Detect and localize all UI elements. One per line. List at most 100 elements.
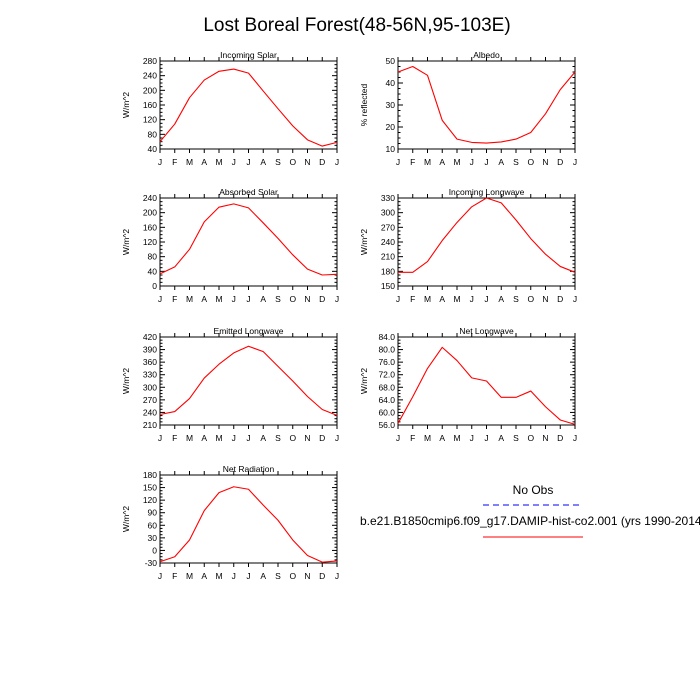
incoming-longwave-series-line-0: [398, 197, 576, 273]
incoming-solar-ytick-label: 280: [143, 56, 157, 66]
albedo-xtick-label: O: [527, 157, 534, 167]
emitted-longwave-ytick-label: 330: [143, 370, 157, 380]
incoming-longwave-xtick-label: D: [557, 294, 563, 304]
absorbed-solar-xtick-label: O: [289, 294, 296, 304]
net-longwave-xtick-label: J: [396, 433, 400, 443]
absorbed-solar-xtick-label: M: [215, 294, 222, 304]
net-radiation-xtick-label: J: [232, 571, 236, 581]
absorbed-solar-xtick-label: S: [275, 294, 281, 304]
legend: No Obs b.e21.B1850cmip6.f09_g17.DAMIP-hi…: [360, 483, 700, 538]
incoming-longwave-ytick-label: 270: [381, 222, 395, 232]
net-longwave-ytick-label: 68.0: [378, 382, 395, 392]
absorbed-solar-ytick-label: 160: [143, 222, 157, 232]
emitted-longwave-xtick-label: J: [335, 433, 339, 443]
absorbed-solar-xtick-label: J: [246, 294, 250, 304]
incoming-solar-xtick-label: N: [304, 157, 310, 167]
emitted-longwave-xtick-label: J: [232, 433, 236, 443]
net-longwave-ytick-label: 80.0: [378, 345, 395, 355]
incoming-solar-ytick-label: 40: [148, 144, 158, 154]
albedo-xtick-label: M: [424, 157, 431, 167]
albedo-xtick-label: S: [513, 157, 519, 167]
emitted-longwave-ytick-label: 300: [143, 382, 157, 392]
incoming-longwave-ytick-label: 330: [381, 193, 395, 203]
net-longwave-ytick-label: 60.0: [378, 407, 395, 417]
incoming-longwave-xtick-label: J: [470, 294, 474, 304]
incoming-solar-xtick-label: J: [232, 157, 236, 167]
albedo-ytick-label: 20: [386, 122, 396, 132]
incoming-solar-ylabel: W/m^2: [121, 92, 131, 118]
net-longwave-ytick-label: 72.0: [378, 370, 395, 380]
incoming-longwave-ytick-label: 210: [381, 252, 395, 262]
emitted-longwave-ytick-label: 270: [143, 395, 157, 405]
incoming-solar-xtick-label: J: [335, 157, 339, 167]
net-longwave-xtick-label: S: [513, 433, 519, 443]
incoming-solar-ytick-label: 240: [143, 71, 157, 81]
incoming-longwave-title: Incoming Longwave: [449, 187, 525, 197]
chart-incoming-longwave: Incoming Longwave W/m^2 150 180 210 240 270 300…: [359, 187, 577, 304]
emitted-longwave-plot-frame: [159, 336, 338, 426]
net-radiation-xtick-label: N: [304, 571, 310, 581]
absorbed-solar-ytick-label: 40: [148, 266, 158, 276]
net-longwave-ytick-label: 64.0: [378, 395, 395, 405]
albedo-ytick-label: 50: [386, 56, 396, 66]
albedo-xtick-label: M: [453, 157, 460, 167]
incoming-longwave-ytick-label: 150: [381, 281, 395, 291]
albedo-xtick-label: D: [557, 157, 563, 167]
net-radiation-ytick-label: 0: [152, 545, 157, 555]
incoming-longwave-ytick-label: 300: [381, 208, 395, 218]
incoming-solar-xtick-label: O: [289, 157, 296, 167]
albedo-xtick-label: J: [470, 157, 474, 167]
net-longwave-xtick-label: M: [424, 433, 431, 443]
emitted-longwave-ytick-label: 390: [143, 345, 157, 355]
albedo-xtick-label: J: [573, 157, 577, 167]
emitted-longwave-xtick-label: A: [201, 433, 207, 443]
absorbed-solar-ytick-label: 240: [143, 193, 157, 203]
albedo-plot-frame: [397, 60, 576, 150]
net-longwave-xtick-label: D: [557, 433, 563, 443]
absorbed-solar-xtick-label: D: [319, 294, 325, 304]
incoming-solar-xtick-label: D: [319, 157, 325, 167]
net-longwave-xtick-label: F: [410, 433, 415, 443]
emitted-longwave-ytick-label: 210: [143, 420, 157, 430]
net-radiation-xtick-label: D: [319, 571, 325, 581]
incoming-solar-series-line-0: [159, 68, 338, 147]
net-radiation-title: Net Radiation: [223, 464, 275, 474]
net-radiation-ytick-label: 60: [148, 520, 158, 530]
emitted-longwave-xtick-label: D: [319, 433, 325, 443]
incoming-longwave-xtick-label: J: [573, 294, 577, 304]
net-longwave-ytick-label: 76.0: [378, 357, 395, 367]
incoming-solar-xtick-label: F: [172, 157, 177, 167]
absorbed-solar-ytick-label: 0: [152, 281, 157, 291]
absorbed-solar-title: Absorbed Solar: [219, 187, 278, 197]
incoming-longwave-xtick-label: J: [396, 294, 400, 304]
incoming-longwave-ytick-label: 240: [381, 237, 395, 247]
net-longwave-ytick-label: 56.0: [378, 420, 395, 430]
net-longwave-xtick-label: N: [542, 433, 548, 443]
legend-obs-label: No Obs: [513, 483, 554, 497]
emitted-longwave-xtick-label: M: [186, 433, 193, 443]
net-longwave-series-line-0: [397, 346, 576, 425]
absorbed-solar-xtick-label: A: [201, 294, 207, 304]
incoming-solar-xtick-label: M: [186, 157, 193, 167]
albedo-series-line-0: [397, 65, 576, 144]
net-radiation-series-line-0: [159, 486, 338, 563]
absorbed-solar-xtick-label: M: [186, 294, 193, 304]
incoming-longwave-xtick-label: J: [484, 294, 488, 304]
net-longwave-xtick-label: J: [484, 433, 488, 443]
albedo-ytick-label: 40: [386, 78, 396, 88]
incoming-solar-xtick-label: S: [275, 157, 281, 167]
net-longwave-xtick-label: M: [453, 433, 460, 443]
emitted-longwave-ytick-label: 240: [143, 407, 157, 417]
absorbed-solar-xtick-label: A: [260, 294, 266, 304]
albedo-ytick-label: 30: [386, 100, 396, 110]
incoming-longwave-ylabel: W/m^2: [359, 229, 369, 255]
incoming-longwave-xtick-label: O: [527, 294, 534, 304]
emitted-longwave-xtick-label: M: [215, 433, 222, 443]
albedo-xtick-label: J: [484, 157, 488, 167]
net-radiation-xtick-label: A: [260, 571, 266, 581]
emitted-longwave-ytick-label: 420: [143, 332, 157, 342]
absorbed-solar-xtick-label: N: [304, 294, 310, 304]
incoming-solar-plot-frame: [159, 60, 338, 150]
